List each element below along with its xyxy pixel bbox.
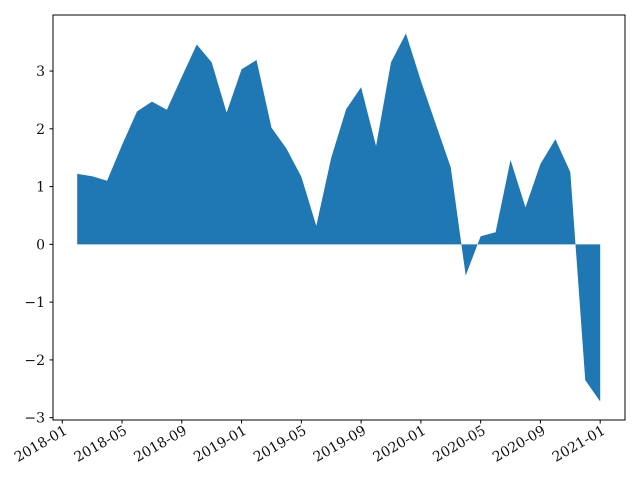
- axes-frame: [52, 14, 626, 421]
- x-tick-label: 2019-09: [311, 423, 369, 466]
- x-tick-label: 2020-09: [490, 423, 548, 466]
- y-tick-label: −3: [24, 411, 45, 427]
- x-tick-label: 2018-01: [12, 423, 70, 466]
- area-series: [77, 33, 601, 402]
- x-tick-label: 2018-05: [72, 423, 130, 466]
- y-tick-label: −2: [24, 353, 45, 369]
- y-tick-label: 1: [36, 180, 45, 196]
- x-tick-label: 2020-05: [430, 423, 488, 466]
- x-tick-label: 2019-05: [251, 423, 309, 466]
- y-tick-label: −1: [24, 295, 45, 311]
- x-tick-label: 2018-09: [131, 423, 189, 466]
- x-tick-label: 2021-01: [550, 423, 608, 466]
- y-tick-label: 0: [36, 237, 45, 253]
- x-tick-label: 2020-01: [370, 423, 428, 466]
- y-tick-label: 2: [36, 122, 45, 138]
- x-tick-label: 2019-01: [191, 423, 249, 466]
- y-tick-label: 3: [36, 64, 45, 80]
